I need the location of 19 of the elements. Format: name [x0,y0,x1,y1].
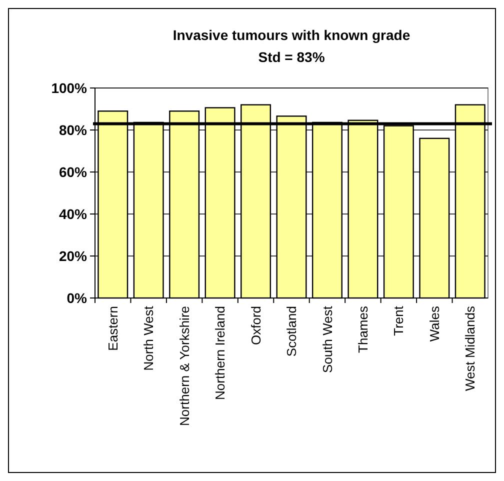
y-tick-label: 100% [51,80,88,96]
x-tick-label: Oxford [248,306,264,346]
chart-title: Invasive tumours with known grade [172,27,410,43]
x-tick-label: Thames [356,306,371,353]
x-tick-label: Scotland [284,306,300,357]
x-tick-label: Northern Ireland [212,306,228,400]
y-tick-label: 80% [58,122,88,138]
y-tick-label: 20% [58,248,88,264]
x-tick-label: Eastern [105,306,120,351]
x-tick-label: South West [320,306,335,373]
x-tick-label: Trent [391,306,406,336]
y-tick-label: 40% [58,206,88,222]
x-tick-label: West Midlands [462,306,478,392]
x-tick-label: North West [141,306,156,371]
x-tick-label: Wales [426,306,442,342]
y-tick-label: 0% [66,290,88,306]
chart-subtitle: Std = 83% [258,49,326,65]
y-tick-label: 60% [58,164,88,180]
x-tick-label: Northern & Yorkshire [176,306,192,426]
